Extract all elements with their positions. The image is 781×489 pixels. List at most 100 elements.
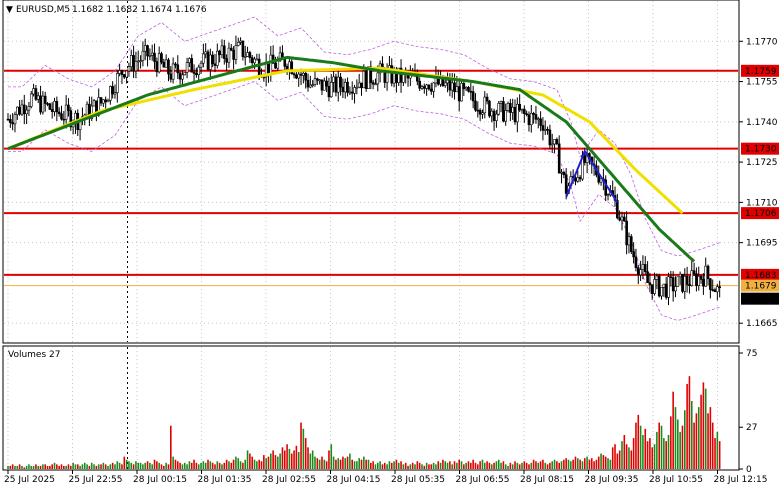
candle-body [216, 50, 219, 66]
volume-axis: 75 27 0 [739, 349, 757, 475]
candle-body [236, 42, 240, 46]
candle-body [106, 100, 110, 103]
candle-body [146, 45, 149, 57]
time-tick-label: 28 Jul 02:55 [262, 475, 316, 485]
candle-body [9, 119, 12, 123]
candle-body [27, 106, 31, 111]
ohlc-values: 1.1682 1.1682 1.1674 1.1676 [72, 5, 207, 15]
candle-body [418, 80, 421, 89]
candle-body [355, 86, 359, 89]
time-tick-label: 28 Jul 09:35 [585, 475, 639, 485]
candle-body [562, 171, 566, 176]
candle-body [713, 289, 717, 293]
candle-body [462, 82, 466, 90]
candle-body [197, 66, 201, 76]
time-tick-label: 28 Jul 10:55 [649, 475, 703, 485]
candle-body [318, 79, 321, 82]
level-label-bg [741, 64, 779, 77]
candle-body [204, 51, 207, 55]
candle-body [343, 81, 347, 93]
candle-body [511, 107, 514, 113]
price-tick-label: 1.1695 [746, 239, 778, 249]
candle-body [623, 216, 626, 222]
candle-body [13, 114, 17, 125]
candle-body [116, 73, 119, 93]
candle-body [636, 267, 640, 276]
candle-body [218, 50, 221, 56]
candle-body [311, 84, 314, 86]
candle-body [583, 155, 587, 163]
volume-pane [2, 345, 740, 471]
candle-body [618, 217, 621, 221]
candle-body [192, 71, 196, 74]
candle-body [209, 54, 212, 70]
level-label: 1.1706 [745, 209, 777, 219]
candle-body [360, 82, 363, 89]
candle-body [229, 47, 233, 51]
candle-body [327, 85, 331, 98]
candle-body [255, 58, 259, 61]
candle-body [99, 97, 103, 104]
candle-body [460, 82, 463, 102]
candle-body [206, 51, 210, 70]
candle-body [399, 67, 403, 83]
candle-body [553, 139, 556, 145]
candle-body [64, 104, 68, 120]
candle-body [267, 63, 270, 74]
candle-body [429, 88, 433, 92]
price-tick-label: 1.1665 [746, 319, 778, 329]
level-label-bg [741, 268, 779, 281]
collapse-arrow-icon[interactable]: ▼ [6, 5, 13, 15]
candle-body [490, 110, 494, 117]
candle-body [492, 110, 496, 121]
candle-body [222, 45, 226, 59]
candle-body [634, 256, 638, 268]
candle-body [690, 270, 694, 286]
candle-body [290, 61, 294, 75]
candle-body [320, 79, 324, 91]
candle-body [53, 101, 56, 112]
level-label: 1.1759 [745, 67, 777, 77]
candle-body [274, 63, 277, 69]
candle-body [129, 55, 133, 68]
candle-body [36, 95, 40, 100]
candle-body [225, 58, 228, 63]
candle-body [148, 55, 152, 57]
candle-body [348, 91, 352, 94]
candle-body [629, 236, 633, 252]
candle-body [455, 86, 459, 93]
candle-body [525, 113, 528, 115]
candle-body [174, 63, 177, 66]
volume-bars [7, 376, 721, 469]
candle-body [20, 104, 24, 115]
time-tick-label: 28 Jul 01:35 [198, 475, 252, 485]
candle-body [313, 78, 317, 85]
candle-body [467, 87, 470, 92]
candle-body [625, 220, 628, 246]
candle-body [497, 103, 501, 115]
candle-body [67, 104, 70, 111]
candle-body [162, 61, 166, 68]
candle-body [18, 106, 21, 115]
candle-body [257, 58, 261, 76]
candle-body [41, 95, 45, 113]
candle-body [213, 63, 217, 66]
candle-body [248, 52, 252, 58]
candle-body [160, 53, 163, 63]
candle-body [118, 70, 121, 74]
candle-body [523, 108, 526, 114]
candle-body [560, 171, 563, 174]
candle-body [606, 194, 610, 197]
candle-body [285, 66, 289, 70]
price-tick-label: 1.1755 [746, 78, 778, 88]
candle-body [276, 60, 280, 69]
candle-body [688, 284, 691, 286]
candle-body [199, 62, 203, 68]
trend-annotation [565, 149, 619, 203]
candle-body [350, 91, 354, 94]
candle-body [667, 276, 670, 298]
candle-body [676, 276, 680, 287]
candle-body [536, 118, 540, 121]
candle-body [376, 72, 380, 85]
candle-body [550, 143, 554, 146]
